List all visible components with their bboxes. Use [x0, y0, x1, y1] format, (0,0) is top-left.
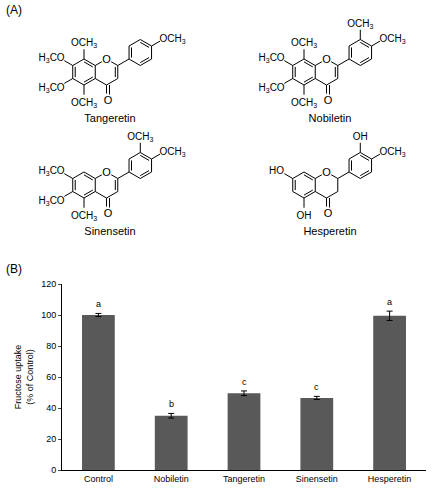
- svg-text:0: 0: [51, 465, 56, 475]
- svg-text:O: O: [102, 166, 111, 178]
- svg-text:80: 80: [46, 341, 56, 351]
- svg-text:O: O: [104, 207, 113, 219]
- svg-text:Hesperetin: Hesperetin: [303, 225, 356, 237]
- svg-text:Hesperetin: Hesperetin: [368, 474, 412, 484]
- svg-text:a: a: [96, 299, 101, 309]
- svg-text:O: O: [104, 94, 113, 106]
- svg-text:H3CO: H3CO: [39, 52, 65, 64]
- svg-text:(A): (A): [6, 3, 22, 17]
- svg-text:a: a: [387, 297, 392, 307]
- svg-text:OCH3: OCH3: [291, 96, 317, 108]
- svg-text:OCH3: OCH3: [71, 209, 97, 221]
- svg-text:Sinensetin: Sinensetin: [296, 474, 338, 484]
- svg-text:H3CO: H3CO: [259, 52, 285, 64]
- svg-text:c: c: [242, 377, 247, 387]
- svg-text:OCH3: OCH3: [380, 32, 406, 44]
- svg-text:OCH3: OCH3: [380, 145, 406, 157]
- svg-text:40: 40: [46, 403, 56, 413]
- svg-text:Tangeretin: Tangeretin: [223, 474, 265, 484]
- svg-text:Sinensetin: Sinensetin: [84, 225, 135, 237]
- svg-text:O: O: [322, 53, 331, 65]
- svg-text:O: O: [324, 94, 333, 106]
- svg-text:Nobiletin: Nobiletin: [154, 474, 189, 484]
- svg-text:H3CO: H3CO: [259, 81, 285, 93]
- svg-text:c: c: [314, 382, 319, 392]
- svg-text:OCH3: OCH3: [291, 37, 317, 49]
- svg-text:OH: OH: [353, 130, 368, 141]
- svg-text:OCH3: OCH3: [160, 32, 186, 44]
- svg-text:HO: HO: [269, 165, 284, 176]
- svg-text:OCH3: OCH3: [71, 96, 97, 108]
- svg-text:20: 20: [46, 434, 56, 444]
- svg-text:H3CO: H3CO: [39, 81, 65, 93]
- svg-text:OCH3: OCH3: [127, 130, 153, 142]
- svg-text:100: 100: [41, 310, 56, 320]
- svg-text:Fructose uptake(% of Control): Fructose uptake(% of Control): [13, 345, 35, 410]
- svg-text:60: 60: [46, 372, 56, 382]
- svg-text:OCH3: OCH3: [347, 17, 373, 29]
- svg-text:O: O: [322, 166, 331, 178]
- svg-text:Control: Control: [84, 474, 113, 484]
- svg-text:H3CO: H3CO: [39, 194, 65, 206]
- svg-text:OCH3: OCH3: [160, 145, 186, 157]
- svg-text:Tangeretin: Tangeretin: [84, 112, 135, 124]
- svg-text:120: 120: [41, 279, 56, 289]
- svg-text:H3CO: H3CO: [39, 165, 65, 177]
- svg-text:OH: OH: [297, 209, 312, 220]
- html-text:(B): (B): [6, 262, 22, 276]
- svg-text:Nobiletin: Nobiletin: [309, 112, 352, 124]
- svg-text:OCH3: OCH3: [71, 37, 97, 49]
- svg-text:O: O: [102, 53, 111, 65]
- svg-text:b: b: [169, 399, 174, 409]
- svg-text:O: O: [324, 207, 333, 219]
